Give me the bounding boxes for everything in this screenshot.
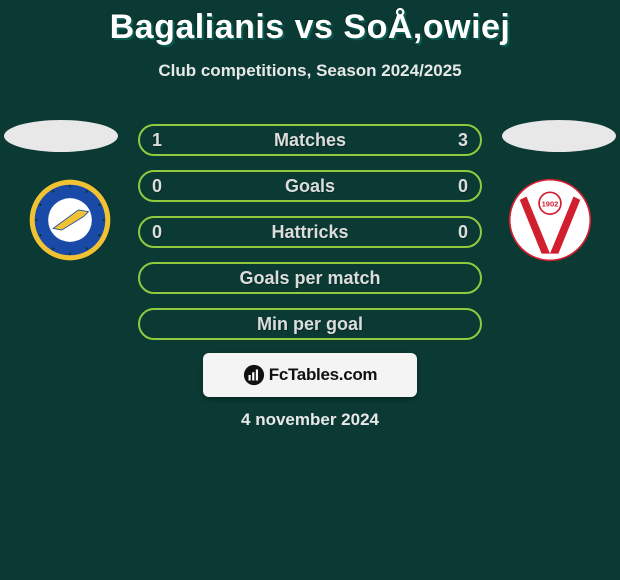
stat-label: Matches <box>274 130 346 151</box>
stat-label: Hattricks <box>271 222 348 243</box>
stat-value-right: 3 <box>458 130 468 151</box>
player-ellipse-right <box>502 120 616 152</box>
stat-label: Goals per match <box>239 268 380 289</box>
stat-row-min-per-goal: Min per goal <box>138 308 482 340</box>
stat-row-goals: 0 Goals 0 <box>138 170 482 202</box>
stat-row-matches: 1 Matches 3 <box>138 124 482 156</box>
player-ellipse-left <box>4 120 118 152</box>
stat-value-left: 0 <box>152 176 162 197</box>
team-badge-left <box>20 178 120 262</box>
stat-value-right: 0 <box>458 222 468 243</box>
stat-rows: 1 Matches 3 0 Goals 0 0 Hattricks 0 Goal… <box>138 124 482 340</box>
stat-value-left: 0 <box>152 222 162 243</box>
stat-row-hattricks: 0 Hattricks 0 <box>138 216 482 248</box>
page-title: Bagalianis vs SoÅ‚owiej <box>0 0 620 47</box>
vicenza-icon: 1902 <box>508 178 592 262</box>
badge-year: 1902 <box>542 200 559 209</box>
date-text: 4 november 2024 <box>0 410 620 430</box>
brand-card: FcTables.com <box>203 353 417 397</box>
brand-text: FcTables.com <box>269 365 378 385</box>
chart-bars-icon <box>243 364 265 386</box>
stat-row-goals-per-match: Goals per match <box>138 262 482 294</box>
stat-value-right: 0 <box>458 176 468 197</box>
page-subtitle: Club competitions, Season 2024/2025 <box>0 61 620 81</box>
stat-label: Goals <box>285 176 335 197</box>
stat-value-left: 1 <box>152 130 162 151</box>
team-badge-right: 1902 <box>500 178 600 262</box>
stal-mielec-icon <box>28 178 112 262</box>
stat-label: Min per goal <box>257 314 363 335</box>
